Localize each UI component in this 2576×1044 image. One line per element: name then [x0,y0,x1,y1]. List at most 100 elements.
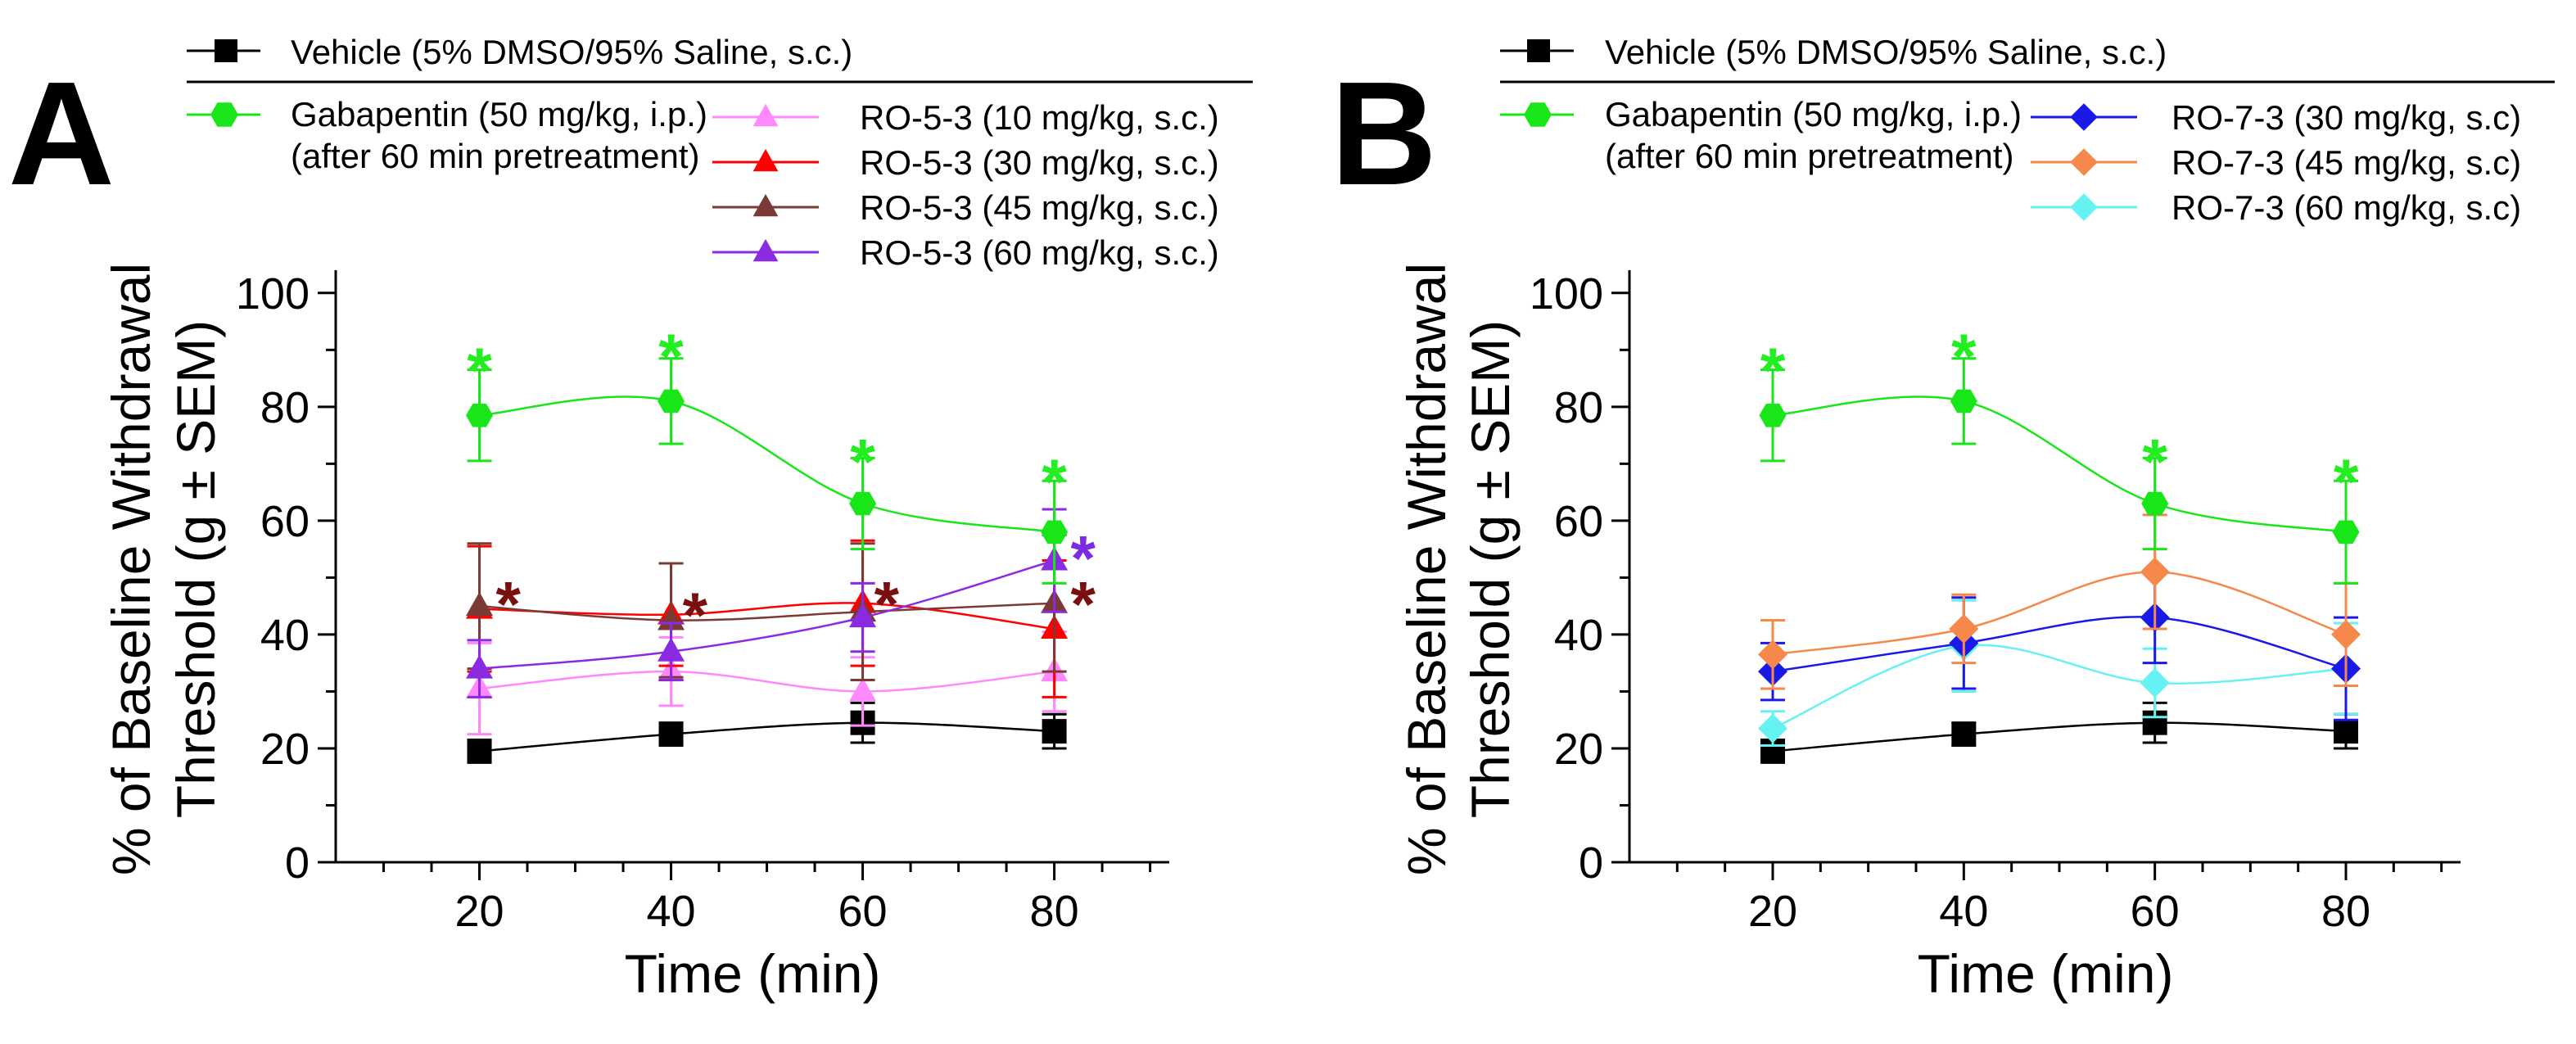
series-layer [1758,357,2361,764]
legend-label: RO-7-3 (30 mg/kg, s.c) [2172,98,2521,137]
legend-label-vehicle: Vehicle (5% DMSO/95% Saline, s.c.) [291,33,852,71]
significance-asterisk: * [683,579,708,651]
legend-marker [752,193,779,217]
legend-marker-vehicle [1527,39,1550,62]
data-point [849,677,877,702]
x-axis-label: Time (min) [1918,943,2174,1004]
data-point [1951,721,1977,747]
y-tick-label: 60 [260,497,310,546]
legend: Vehicle (5% DMSO/95% Saline, s.c.) Gabap… [1500,33,2555,227]
y-tick-label: 0 [285,838,310,888]
y-tick-label: 20 [1554,725,1603,774]
x-tick-label: 80 [1030,887,1079,936]
significance-asterisk: * [495,567,521,640]
legend-marker [2070,148,2098,176]
legend-entry-ro-5-3-60-mg-kg-s-c: RO-5-3 (60 mg/kg, s.c.) [712,233,1219,272]
legend-label-vehicle: Vehicle (5% DMSO/95% Saline, s.c.) [1605,33,2167,71]
significance-asterisk: * [874,567,900,640]
legend-marker [752,148,779,172]
panel-a: A Vehicle (5% DMSO/95% Saline, s.c.) Gab… [8,33,1253,1004]
legend-marker [752,238,779,262]
series-line [1772,644,2347,730]
data-point [658,389,685,414]
data-point [1950,389,1977,414]
y-tick-label: 40 [1554,611,1603,660]
legend-column-2: RO-7-3 (30 mg/kg, s.c) RO-7-3 (45 mg/kg, … [2031,98,2521,227]
x-tick-label: 60 [2131,887,2180,936]
data-point [2140,668,2170,698]
series-line [1772,616,2347,673]
significance-asterisk: * [2334,445,2359,517]
series-line [1772,721,2347,752]
series-gabapentin-50-mg-kg-i-p [466,357,1069,585]
series-vehicle-5-dmso-95-saline-s-c [1760,701,2358,764]
legend-entry-ro-5-3-30-mg-kg-s-c: RO-5-3 (30 mg/kg, s.c.) [712,143,1219,182]
legend-label: RO-5-3 (45 mg/kg, s.c.) [860,188,1219,227]
x-axis-label: Time (min) [625,943,881,1004]
data-point [1949,613,1979,644]
data-point [849,603,877,628]
legend-entry-ro-7-3-60-mg-kg-s-c: RO-7-3 (60 mg/kg, s.c) [2031,188,2521,227]
series-ro-5-3-30-mg-kg-s-c [466,539,1069,698]
data-point [466,654,494,679]
panel-b: B Vehicle (5% DMSO/95% Saline, s.c.) Gab… [1331,33,2555,1004]
panel-label: B [1331,52,1437,216]
x-tick-label: 40 [1939,887,1988,936]
series-layer [466,357,1069,764]
y-tick-label: 80 [260,383,310,432]
y-axis-label-line2: Threshold (g ± SEM) [1460,320,1521,818]
data-point [2141,491,2169,516]
y-tick-label: 80 [1554,383,1603,432]
data-point [1759,404,1787,427]
legend-entry-ro-7-3-45-mg-kg-s-c: RO-7-3 (45 mg/kg, s.c) [2031,143,2521,182]
significance-asterisk: * [1071,522,1096,594]
y-tick-label: 20 [260,725,310,774]
y-axis-label-line2: Threshold (g ± SEM) [165,320,226,818]
legend-column-2: RO-5-3 (10 mg/kg, s.c.) RO-5-3 (30 mg/kg,… [712,98,1219,272]
data-point [658,637,685,662]
legend-marker-gabapentin [210,102,238,127]
y-tick-label: 60 [1554,497,1603,546]
y-axis-label-line1: % of Baseline Withdrawal [1396,263,1457,875]
legend: Vehicle (5% DMSO/95% Saline, s.c.) Gabap… [187,33,1253,272]
y-tick-label: 100 [1530,269,1603,319]
significance-asterisk: * [467,334,492,406]
legend-marker [752,103,779,127]
y-tick-label: 40 [260,611,310,660]
series-line [479,721,1055,752]
axes: 0 20 40 60 80 100 20 40 60 80 [236,269,1169,936]
data-point [1758,640,1787,670]
significance-asterisk: * [2142,425,2167,497]
x-tick-label: 40 [647,887,696,936]
legend-marker [2070,193,2098,221]
panel-label: A [8,52,115,216]
series-ro-7-3-60-mg-kg-s-c [1758,599,2361,747]
data-point [658,721,684,747]
data-point [467,739,492,764]
data-point [1042,719,1067,744]
series-line [479,602,1055,621]
x-tick-label: 60 [838,887,888,936]
significance-asterisk: * [658,320,684,392]
x-tick-label: 80 [2321,887,2370,936]
legend-entry-ro-5-3-45-mg-kg-s-c: RO-5-3 (45 mg/kg, s.c.) [712,188,1219,227]
y-tick-label: 100 [236,269,310,319]
significance-asterisk: * [1951,320,1977,392]
legend-label: RO-7-3 (60 mg/kg, s.c) [2172,188,2521,227]
data-point [2331,619,2361,649]
significance-asterisk: * [1071,567,1096,640]
data-point [1041,520,1069,545]
legend-label: RO-5-3 (30 mg/kg, s.c.) [860,143,1219,182]
legend-label: RO-5-3 (60 mg/kg, s.c.) [860,233,1219,272]
data-point [2332,520,2360,545]
data-point [2334,719,2358,744]
data-point [466,404,493,427]
series-gabapentin-50-mg-kg-i-p [1759,357,2360,585]
significance-asterisk: * [1760,334,1786,406]
series-ro-7-3-45-mg-kg-s-c [1758,513,2361,690]
series-ro-5-3-10-mg-kg-s-c [466,630,1069,736]
data-point [466,591,494,617]
series-line [479,602,1055,630]
